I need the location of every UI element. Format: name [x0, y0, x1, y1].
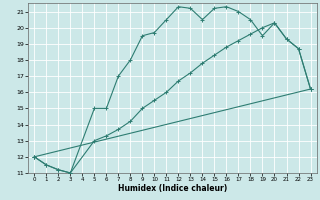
X-axis label: Humidex (Indice chaleur): Humidex (Indice chaleur) [118, 184, 227, 193]
